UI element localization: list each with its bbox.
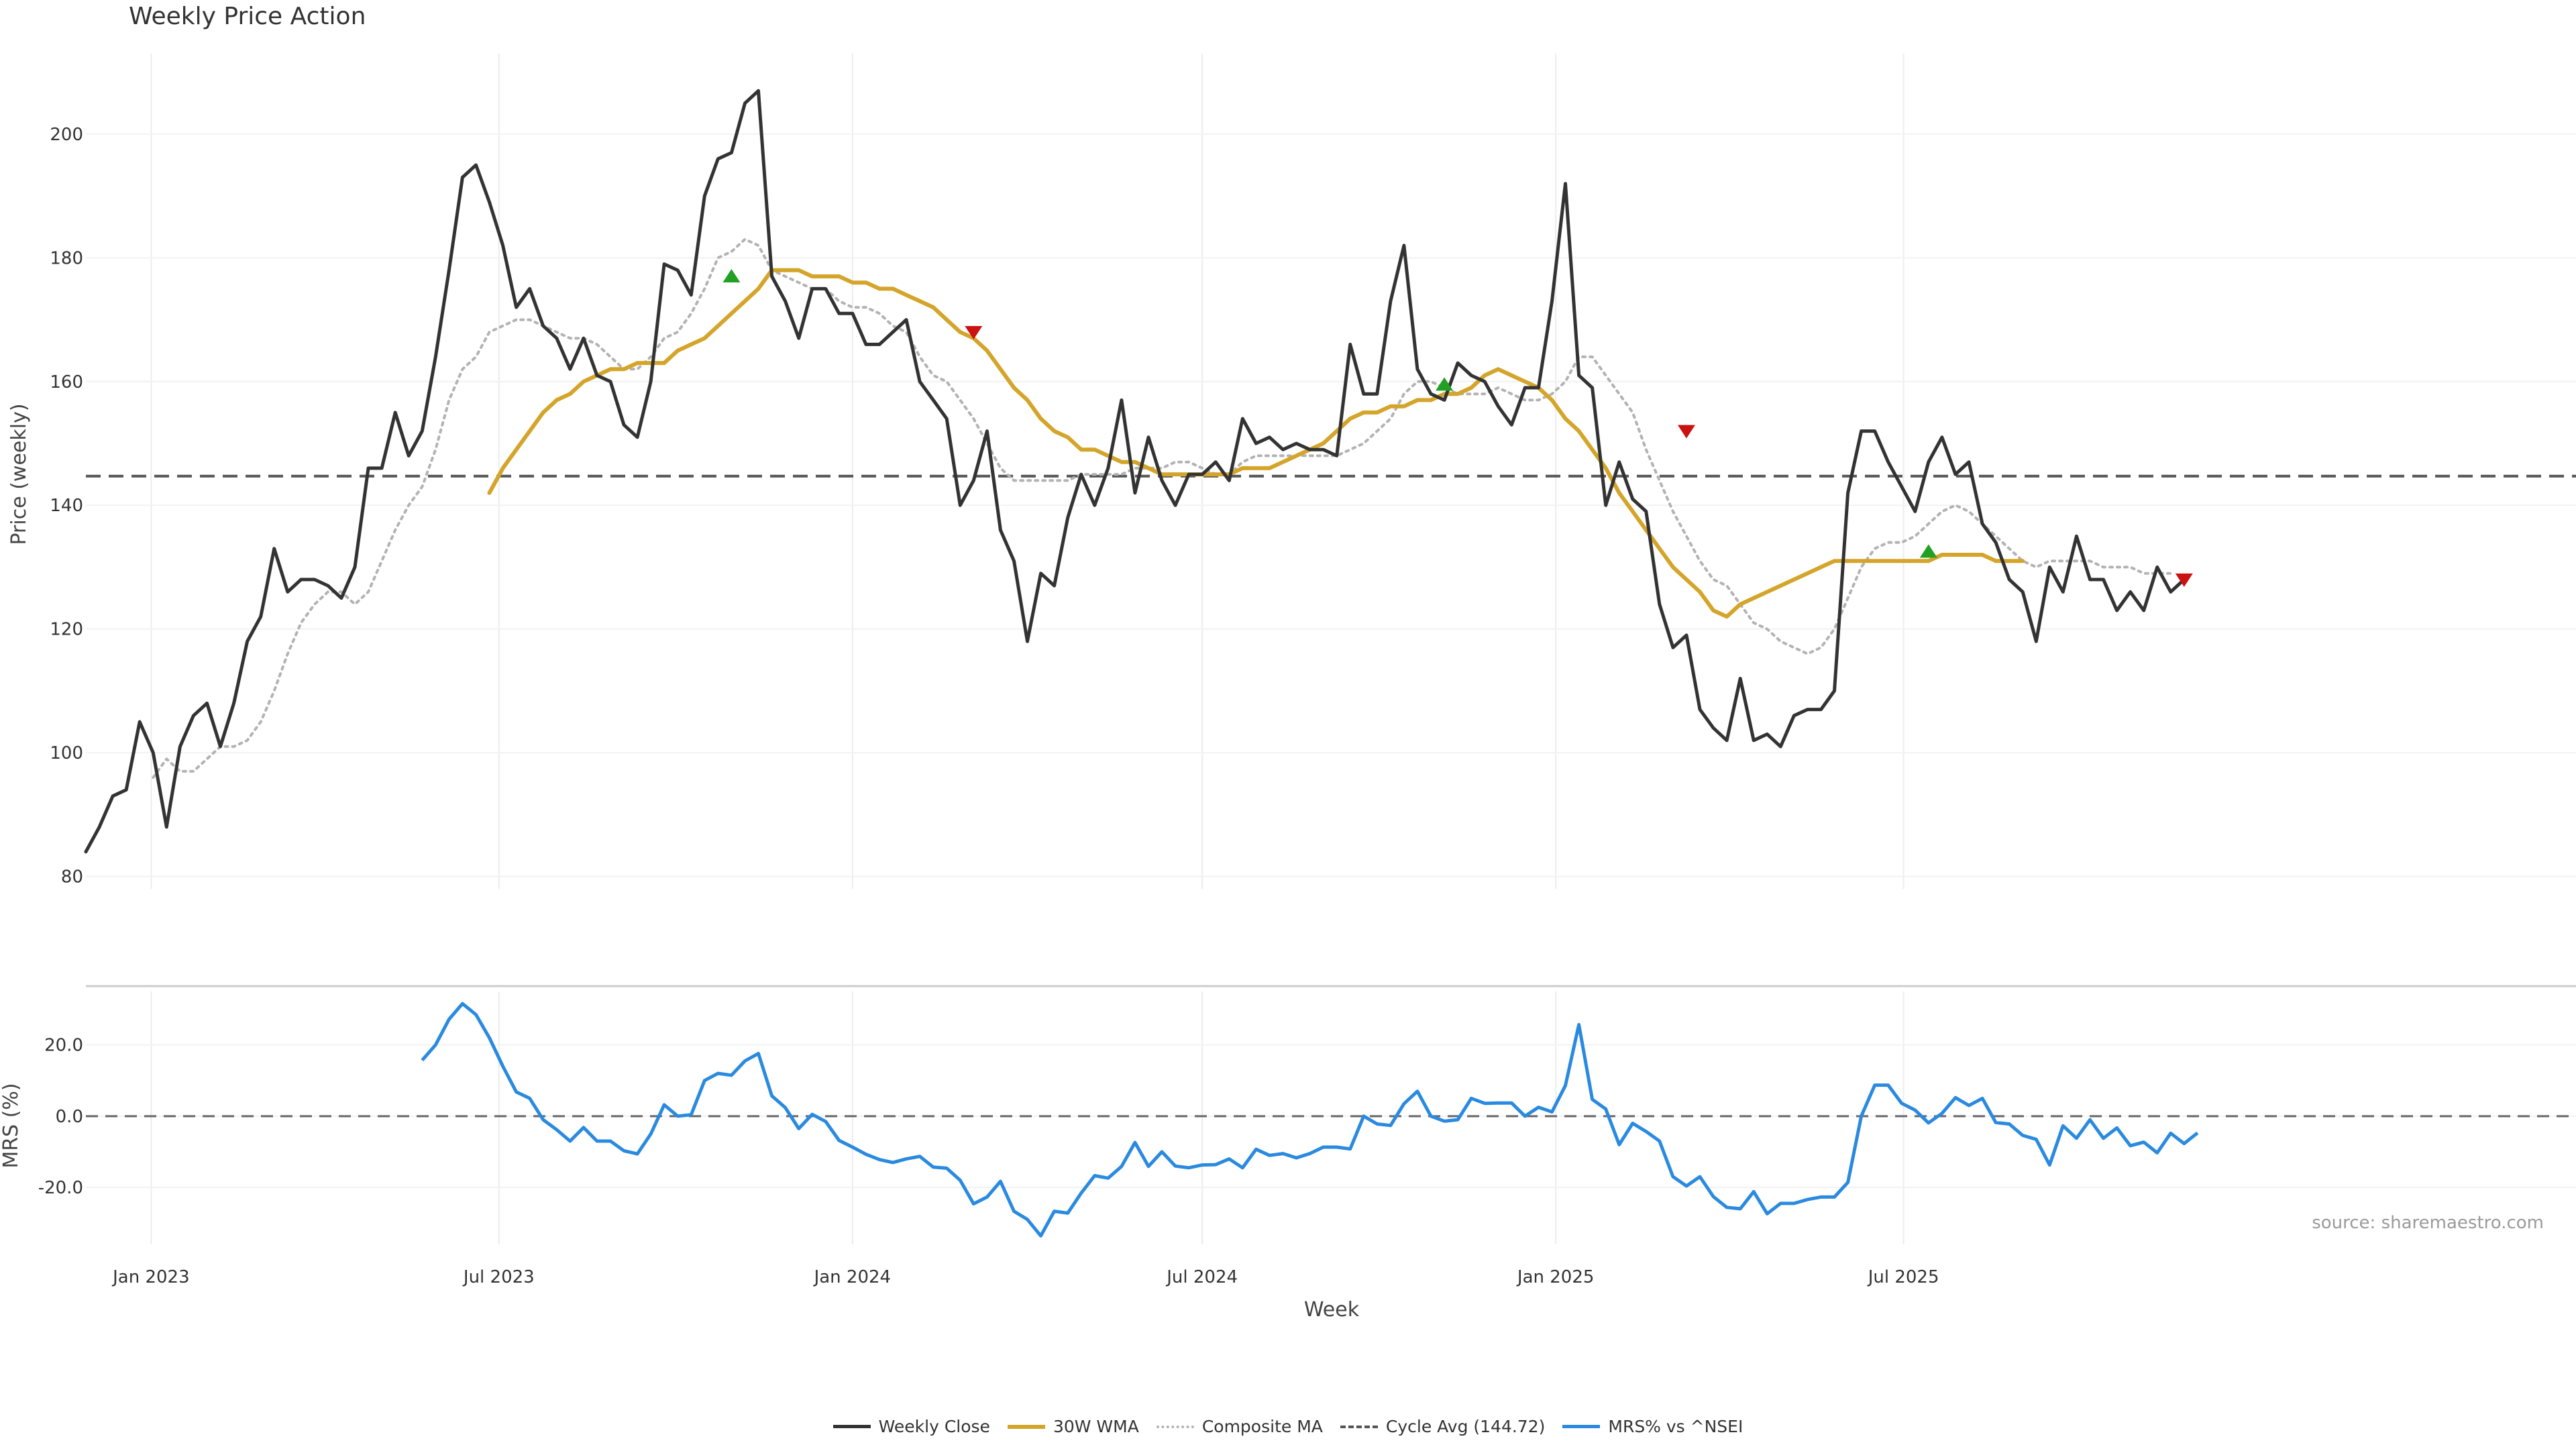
mrs-y-tick-label: 20.0	[44, 1036, 83, 1056]
legend: Weekly Close 30W WMA Composite MA Cycle …	[0, 1417, 2576, 1436]
price-y-axis-label: Price (weekly)	[7, 403, 31, 545]
mrs-y-tick-label: -20.0	[38, 1178, 83, 1198]
buy-signal-marker	[1919, 544, 1937, 558]
price-panel-series	[84, 89, 2186, 854]
legend-swatch-weekly-close	[833, 1425, 871, 1428]
mrs-y-tick-label: 0.0	[56, 1107, 83, 1127]
price-y-tick-label: 180	[50, 248, 83, 268]
x-tick-label: Jul 2024	[1165, 1267, 1238, 1287]
buy-signal-marker	[1436, 377, 1454, 391]
legend-item-cycle-avg: Cycle Avg (144.72)	[1340, 1417, 1546, 1436]
x-axis-ticks: Jan 2023 Jul 2023 Jan 2024 Jul 2024 Jan 2025…	[111, 1267, 1939, 1287]
mrs-y-axis-label: MRS (%)	[0, 1083, 23, 1168]
legend-item-mrs: MRS% vs ^NSEI	[1562, 1417, 1743, 1436]
composite-ma-line	[152, 237, 2172, 779]
x-tick-label: Jan 2024	[813, 1267, 892, 1287]
x-tick-label: Jul 2025	[1867, 1267, 1939, 1287]
legend-swatch-mrs	[1562, 1425, 1601, 1428]
price-y-tick-label: 80	[61, 867, 83, 888]
x-tick-label: Jan 2025	[1516, 1267, 1595, 1287]
legend-item-weekly-close: Weekly Close	[833, 1417, 990, 1436]
x-tick-label: Jan 2023	[111, 1267, 190, 1287]
legend-label: Weekly Close	[878, 1417, 990, 1436]
source-note: source: sharemaestro.com	[2312, 1213, 2544, 1233]
legend-label: Composite MA	[1201, 1417, 1323, 1436]
price-y-tick-label: 140	[50, 496, 83, 516]
legend-swatch-30w-wma	[1007, 1424, 1045, 1429]
mrs-y-ticks: -20.0 0.0 20.0	[38, 1036, 83, 1198]
legend-label: 30W WMA	[1053, 1417, 1139, 1436]
chart-title: Weekly Price Action	[129, 3, 366, 30]
price-y-tick-label: 160	[50, 372, 83, 392]
buy-signal-marker	[722, 269, 741, 282]
legend-label: Cycle Avg (144.72)	[1385, 1417, 1546, 1436]
price-panel-grid	[86, 54, 2576, 889]
sell-signal-marker	[2175, 573, 2193, 587]
legend-item-composite-ma: Composite MA	[1156, 1417, 1323, 1436]
legend-swatch-cycle-avg	[1340, 1425, 1378, 1428]
signal-markers	[722, 269, 2193, 587]
legend-label: MRS% vs ^NSEI	[1608, 1417, 1743, 1436]
x-tick-label: Jul 2023	[462, 1267, 535, 1287]
sell-signal-marker	[1677, 425, 1695, 439]
price-y-tick-label: 100	[50, 743, 83, 763]
mrs-line	[421, 1002, 2199, 1238]
legend-item-30w-wma: 30W WMA	[1007, 1417, 1139, 1436]
price-y-tick-label: 200	[50, 125, 83, 145]
weekly-close-line	[84, 89, 2186, 854]
price-y-ticks: 80 100 120 140 160 180 200	[50, 125, 83, 888]
mrs-panel-series	[421, 1002, 2199, 1238]
wma-30w-line	[487, 268, 2025, 619]
legend-swatch-composite-ma	[1156, 1425, 1194, 1428]
x-axis-title: Week	[1303, 1298, 1360, 1322]
price-y-tick-label: 120	[50, 620, 83, 640]
sell-signal-marker	[965, 326, 983, 339]
